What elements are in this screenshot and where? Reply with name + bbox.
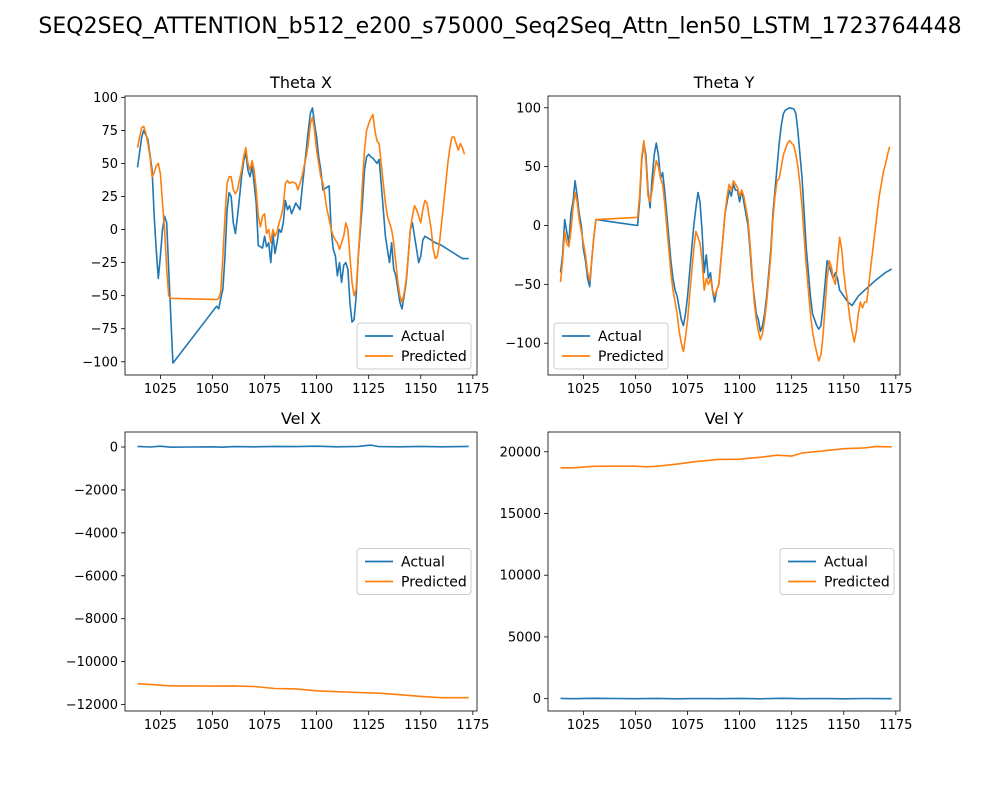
- x-tick-label: 1175: [879, 382, 912, 397]
- x-tick-label: 1025: [567, 382, 600, 397]
- y-tick-label: 15000: [500, 507, 541, 522]
- x-tick-label: 1175: [456, 382, 489, 397]
- x-tick-label: 1150: [827, 382, 860, 397]
- y-tick-label: −8000: [74, 612, 118, 627]
- legend-box: [553, 322, 669, 370]
- y-tick-label: 10000: [500, 569, 541, 584]
- y-tick-label: −10000: [66, 655, 118, 670]
- legend-label: Predicted: [824, 575, 890, 591]
- x-tick-label: 1125: [775, 382, 808, 397]
- y-tick-label: −50: [91, 289, 118, 304]
- y-tick-label: 0: [110, 223, 118, 238]
- y-tick-label: 75: [101, 124, 118, 139]
- subplot-1: Theta Y 1025 1050 1075 1100 1125 1150 1175 −100 −…: [505, 73, 912, 397]
- figure-title: SEQ2SEQ_ATTENTION_b512_e200_s75000_Seq2S…: [38, 14, 961, 39]
- series-line-predicted: [560, 445, 892, 469]
- x-tick-label: 1100: [723, 718, 756, 733]
- y-tick-label: −25: [91, 256, 118, 271]
- axes-frame: [547, 95, 901, 376]
- series-line-predicted: [136, 113, 466, 304]
- y-tick-label: −12000: [66, 698, 118, 713]
- subplot-2: Vel X 1025 1050 1075 1100 1125 1150 1175 −12000 −…: [66, 409, 490, 733]
- subplot-grid: Theta X 1025 1050 1075 1100 1125 1150 1175 −100 −…: [66, 73, 913, 733]
- legend: Actual Predicted: [553, 322, 669, 370]
- legend-box: [356, 322, 472, 370]
- x-tick-label: 1075: [248, 718, 281, 733]
- y-tick-label: 100: [516, 101, 541, 116]
- x-tick-label: 1100: [300, 718, 333, 733]
- x-tick-label: 1075: [671, 718, 704, 733]
- x-tick-label: 1175: [879, 718, 912, 733]
- subplot-0: Theta X 1025 1050 1075 1100 1125 1150 1175 −100 −…: [82, 73, 489, 397]
- y-tick-label: −100: [505, 337, 541, 352]
- y-tick-label: 0: [533, 692, 541, 707]
- y-tick-label: −2000: [74, 483, 118, 498]
- legend-label: Actual: [401, 555, 445, 571]
- series-line-predicted: [559, 139, 891, 362]
- series-line-actual: [136, 107, 469, 364]
- x-tick-label: 1125: [352, 382, 385, 397]
- legend: Actual Predicted: [356, 548, 472, 595]
- y-tick-label: −75: [91, 322, 118, 337]
- legend-label: Actual: [824, 555, 868, 571]
- y-tick-label: −100: [82, 355, 118, 370]
- legend-label: Predicted: [401, 575, 467, 591]
- axes-frame: [124, 95, 478, 376]
- subplot-title: Vel X: [281, 409, 321, 428]
- x-tick-label: 1100: [723, 382, 756, 397]
- x-tick-label: 1050: [196, 382, 229, 397]
- x-tick-label: 1025: [567, 718, 600, 733]
- x-tick-label: 1050: [619, 718, 652, 733]
- x-tick-label: 1075: [248, 382, 281, 397]
- x-tick-label: 1125: [775, 718, 808, 733]
- y-tick-label: 0: [110, 441, 118, 456]
- y-tick-label: 5000: [508, 630, 541, 645]
- y-tick-label: 25: [101, 190, 118, 205]
- axes-frame: [124, 431, 478, 712]
- x-tick-label: 1100: [300, 382, 333, 397]
- legend: Actual Predicted: [779, 548, 895, 595]
- subplot-3: Vel Y 1025 1050 1075 1100 1125 1150 1175 0 5000 10…: [500, 409, 913, 733]
- legend-label: Predicted: [401, 349, 467, 365]
- subplot-title: Theta Y: [693, 73, 755, 92]
- y-tick-label: −6000: [74, 569, 118, 584]
- legend: Actual Predicted: [356, 322, 472, 370]
- subplot-title: Vel Y: [705, 409, 744, 428]
- x-tick-label: 1150: [404, 718, 437, 733]
- y-tick-label: 50: [101, 157, 118, 172]
- legend-label: Actual: [598, 329, 642, 345]
- x-tick-label: 1025: [144, 718, 177, 733]
- x-tick-label: 1075: [671, 382, 704, 397]
- x-tick-label: 1125: [352, 718, 385, 733]
- x-tick-label: 1050: [619, 382, 652, 397]
- x-tick-label: 1150: [404, 382, 437, 397]
- y-tick-label: 20000: [500, 445, 541, 460]
- x-tick-label: 1050: [196, 718, 229, 733]
- subplot-title: Theta X: [269, 73, 332, 92]
- y-tick-label: −4000: [74, 526, 118, 541]
- y-tick-label: 50: [524, 160, 541, 175]
- x-tick-label: 1175: [456, 718, 489, 733]
- series-line-predicted: [137, 682, 469, 699]
- legend-box: [779, 548, 895, 595]
- series-line-actual: [137, 444, 469, 448]
- x-tick-label: 1025: [144, 382, 177, 397]
- axes-frame: [547, 431, 901, 712]
- y-tick-label: 100: [93, 91, 118, 106]
- y-tick-label: 0: [533, 219, 541, 234]
- series-line-actual: [560, 697, 892, 700]
- legend-label: Actual: [401, 329, 445, 345]
- x-tick-label: 1150: [827, 718, 860, 733]
- legend-box: [356, 548, 472, 595]
- y-tick-label: −50: [514, 278, 541, 293]
- legend-label: Predicted: [598, 349, 664, 365]
